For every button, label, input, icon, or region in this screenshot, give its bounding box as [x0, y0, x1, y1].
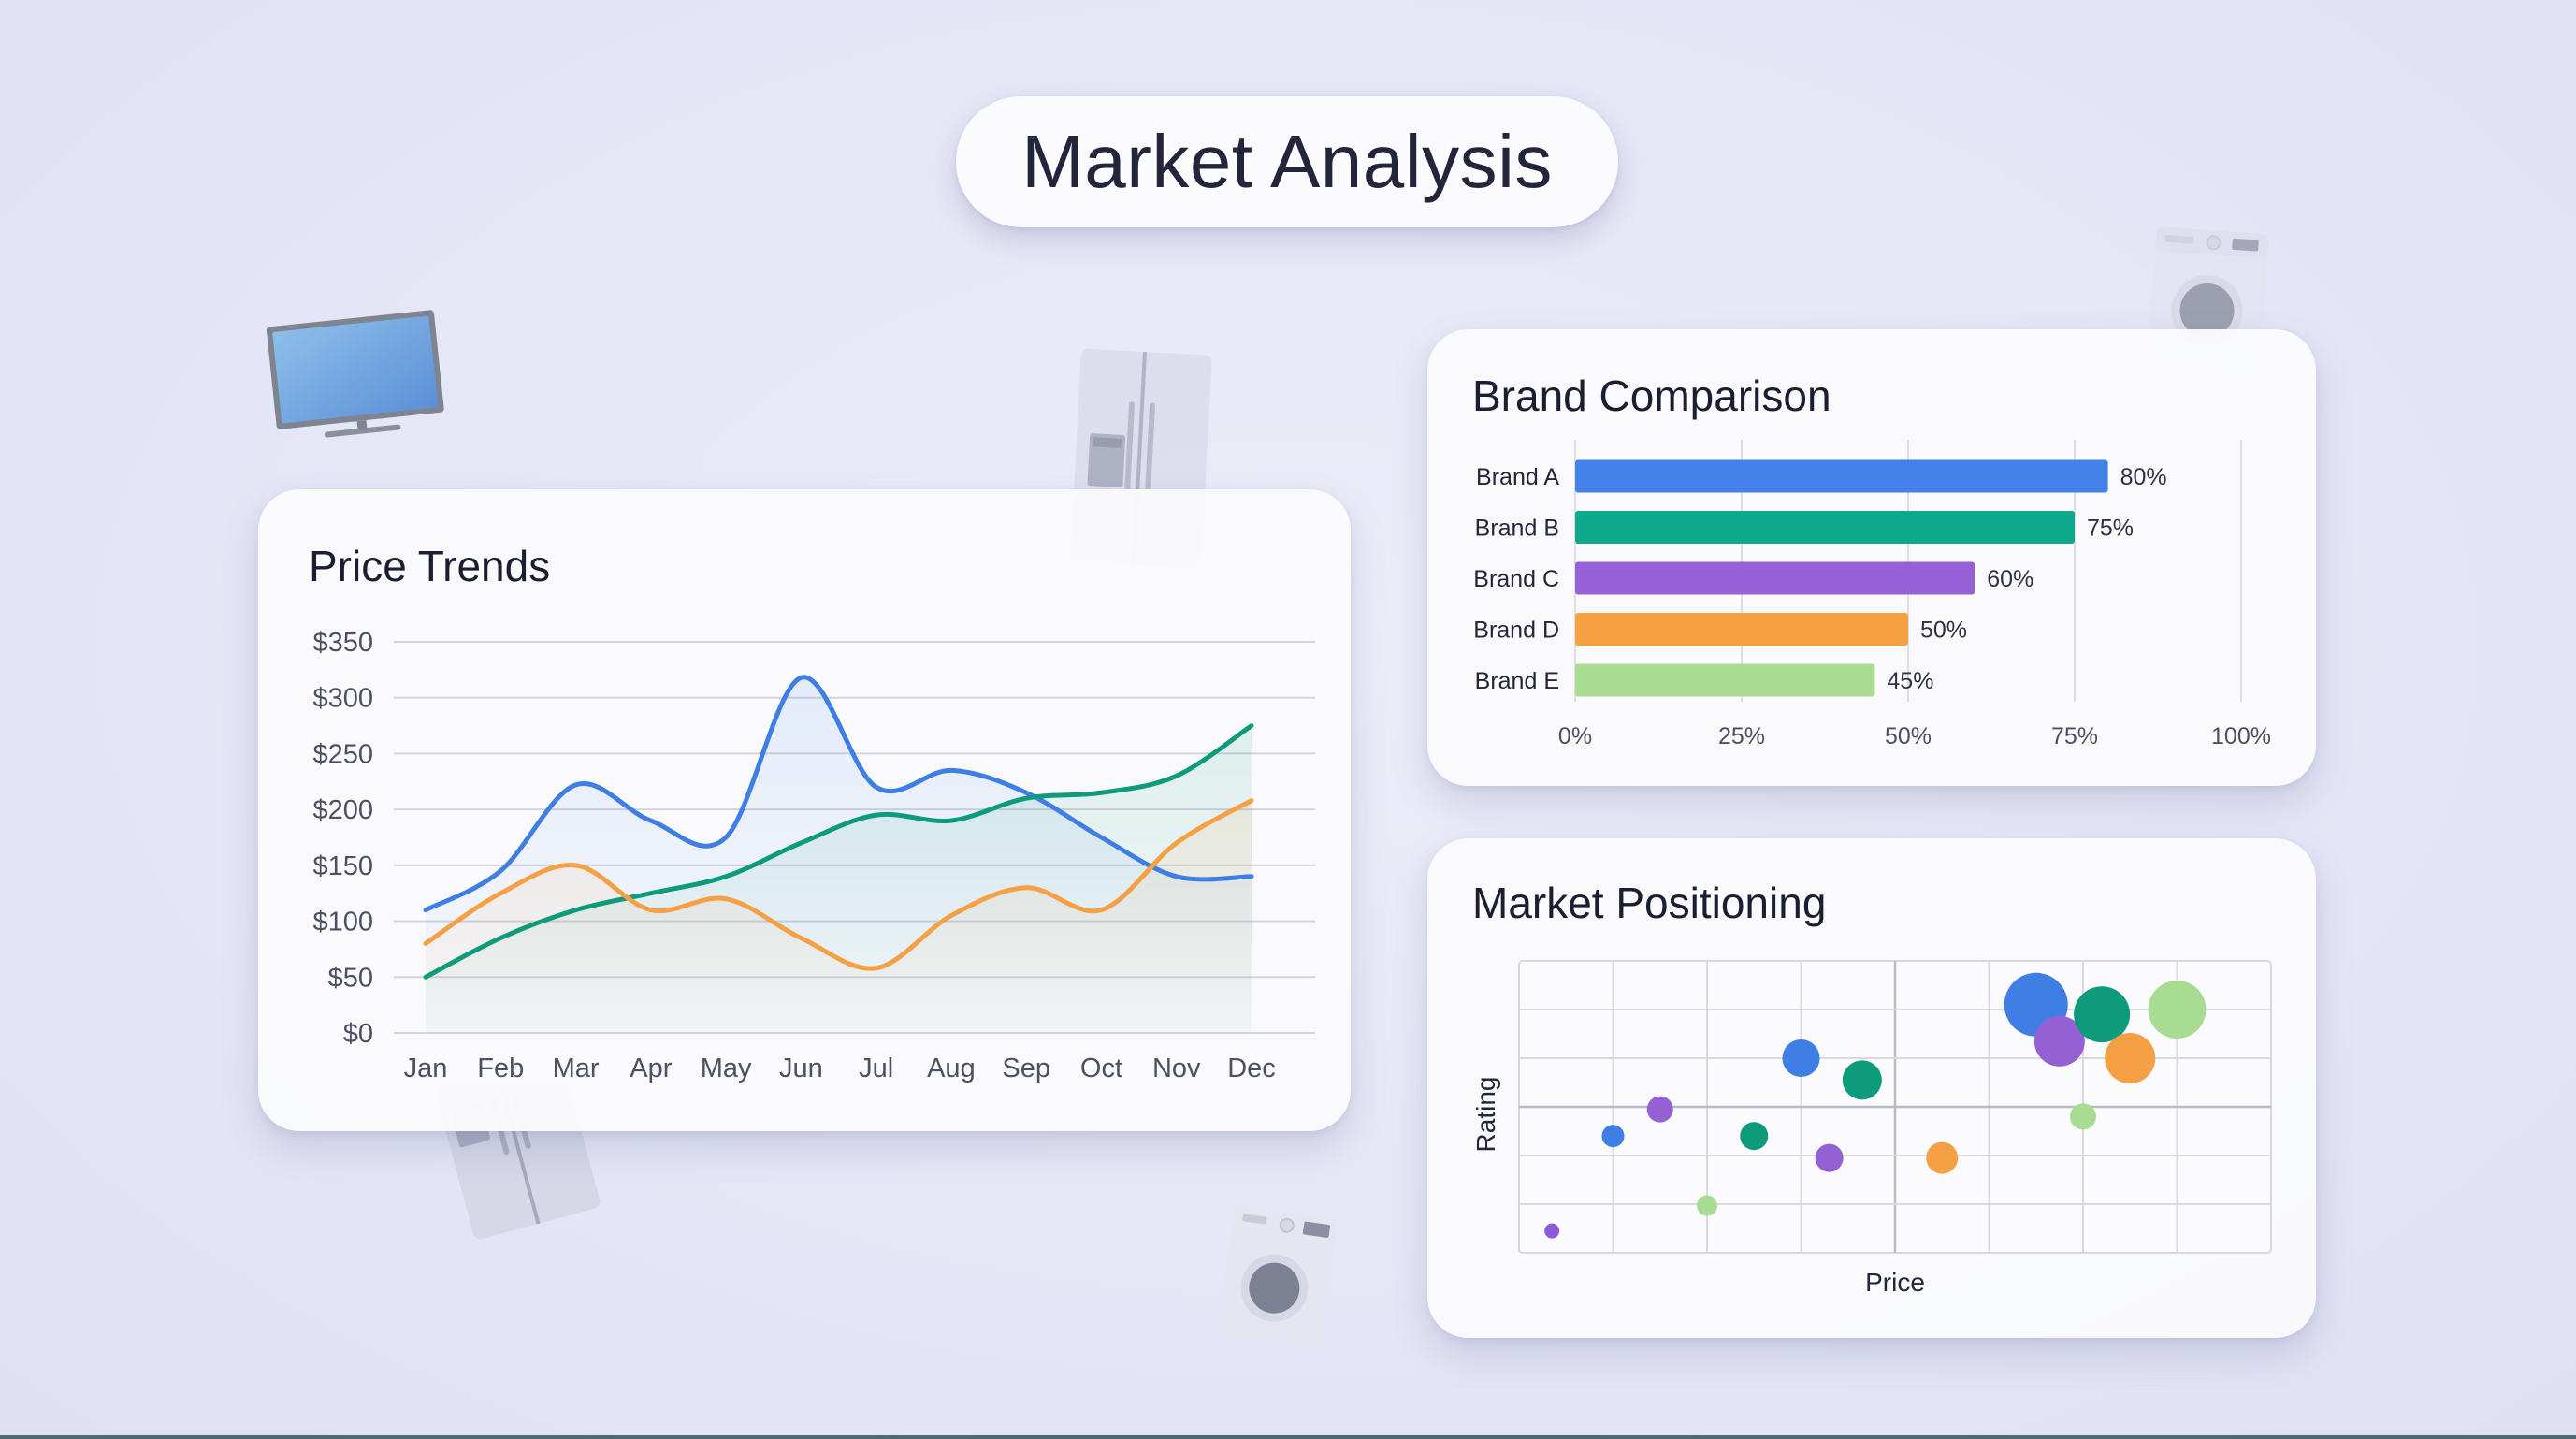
x-tick-label: 0%: [1558, 723, 1592, 749]
bar: [1575, 613, 1908, 646]
bar-value-label: 50%: [1920, 618, 1967, 644]
brand-comparison-title: Brand Comparison: [1472, 371, 1831, 420]
x-tick-label: 25%: [1718, 723, 1765, 749]
x-tick-label: Sep: [1002, 1054, 1050, 1083]
bubble: [1842, 1060, 1882, 1100]
price-trends-card: Price Trends $0 $50 $100 $150 $200 $250 $300 $3…: [258, 489, 1351, 1131]
x-tick-label: 75%: [2051, 723, 2098, 749]
window-bottom-border: [0, 1435, 2576, 1439]
price-trends-line-chart: $0 $50 $100 $150 $200 $250 $300 $350 Jan Feb Mar Ap…: [312, 628, 1315, 1083]
y-tick-label: $100: [312, 908, 373, 938]
market-positioning-bubble-chart: Price Rating: [1471, 960, 2272, 1297]
x-axis-label: Price: [1865, 1268, 1925, 1297]
bar-category-label: Brand C: [1473, 566, 1559, 592]
y-tick-label: $300: [312, 684, 373, 714]
tv-icon: [262, 301, 449, 442]
bubble: [1697, 1195, 1717, 1216]
bubble: [2033, 1015, 2085, 1067]
bar-category-label: Brand D: [1473, 618, 1559, 644]
y-tick-label: $0: [343, 1019, 373, 1049]
x-tick-label: Oct: [1080, 1054, 1122, 1083]
x-tick-label: Jan: [404, 1054, 448, 1083]
x-tick-label: Apr: [630, 1054, 672, 1083]
bar-value-label: 80%: [2120, 464, 2167, 490]
y-tick-label: $50: [328, 963, 373, 993]
bar: [1575, 459, 2108, 493]
market-positioning-title: Market Positioning: [1472, 879, 1827, 927]
bar-category-label: Brand E: [1475, 668, 1559, 694]
price-trends-title: Price Trends: [309, 542, 551, 590]
x-tick-label: Mar: [553, 1054, 600, 1083]
bubble: [1926, 1141, 1959, 1174]
page-title: Market Analysis: [956, 96, 1618, 227]
bar-value-label: 60%: [1987, 566, 2033, 592]
y-tick-label: $250: [312, 739, 373, 769]
x-tick-label: Jun: [779, 1054, 823, 1083]
bubble: [2074, 986, 2131, 1043]
market-positioning-card: Market Positioning Price Rating: [1427, 838, 2316, 1338]
series-line: [423, 675, 1254, 913]
bar: [1575, 561, 1975, 595]
bubble: [2105, 1033, 2156, 1083]
bubble: [1646, 1096, 1673, 1123]
x-tick-label: Nov: [1152, 1054, 1201, 1083]
washing-machine-icon: [1212, 1202, 1343, 1352]
x-tick-label: May: [701, 1054, 752, 1083]
series-line: [423, 798, 1254, 971]
x-tick-label: Dec: [1227, 1054, 1276, 1083]
y-tick-label: $200: [312, 795, 373, 825]
page-title-text: Market Analysis: [1021, 120, 1553, 203]
x-tick-label: Aug: [927, 1054, 976, 1083]
brand-comparison-card: Brand Comparison 0% 25% 50% 75% 100% Brand A 8…: [1427, 329, 2316, 786]
y-axis-label: Rating: [1471, 1077, 1500, 1153]
x-tick-label: 100%: [2211, 723, 2271, 749]
series-area: [426, 800, 1252, 1033]
bubble: [1782, 1039, 1820, 1077]
series-line: [423, 723, 1254, 980]
bubble: [1740, 1122, 1769, 1151]
bar-value-label: 75%: [2087, 516, 2134, 542]
bar-value-label: 45%: [1887, 668, 1933, 694]
x-tick-label: Feb: [477, 1054, 524, 1083]
bar-category-label: Brand A: [1476, 464, 1559, 490]
brand-comparison-bar-chart: 0% 25% 50% 75% 100% Brand A 80% Brand B 75% Brand…: [1473, 440, 2271, 749]
bubble: [1601, 1125, 1625, 1148]
y-tick-label: $150: [312, 851, 373, 881]
bar: [1575, 511, 2075, 544]
x-tick-label: Jul: [859, 1054, 893, 1083]
bar-category-label: Brand B: [1475, 516, 1559, 542]
y-tick-label: $350: [312, 628, 373, 658]
bar: [1575, 663, 1875, 697]
x-tick-label: 50%: [1885, 723, 1932, 749]
bubble: [2148, 981, 2207, 1039]
bubble: [2070, 1103, 2096, 1130]
bubble: [1815, 1143, 1844, 1172]
bubble: [1544, 1223, 1560, 1239]
